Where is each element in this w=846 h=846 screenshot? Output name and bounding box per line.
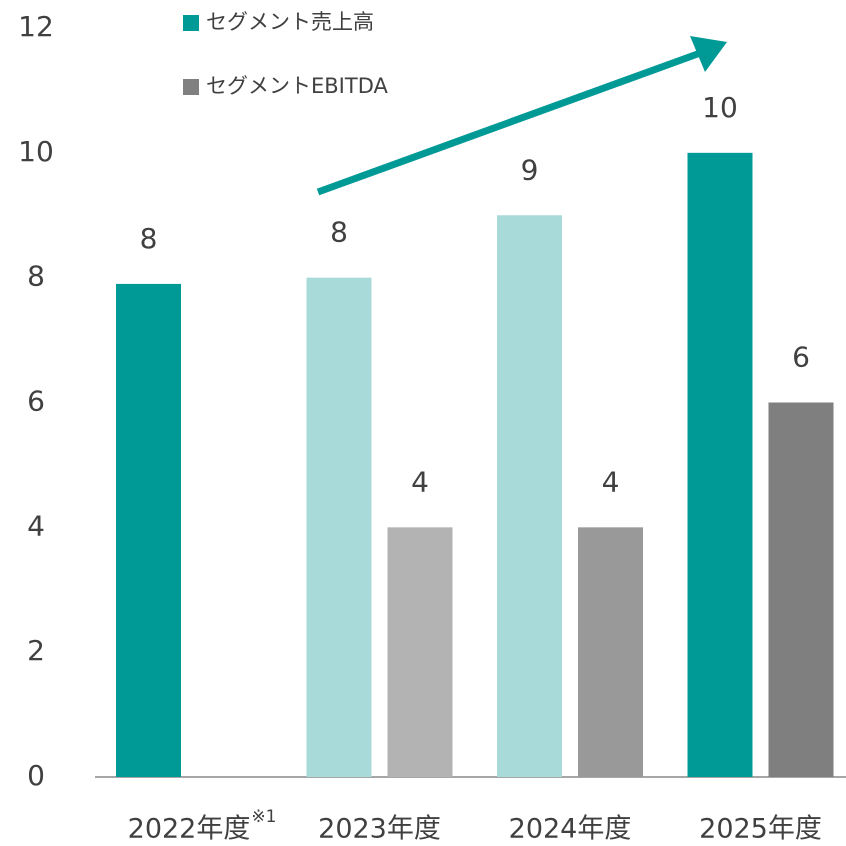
- y-tick-label: 12: [18, 10, 54, 43]
- y-tick-label: 8: [27, 260, 45, 293]
- y-tick-label: 10: [18, 135, 54, 168]
- legend-swatch: [183, 79, 199, 95]
- y-tick-label: 6: [27, 385, 45, 418]
- arrow-shaft: [316, 48, 705, 196]
- bar: [578, 527, 643, 777]
- bar: [687, 152, 753, 778]
- y-tick-label: 2: [27, 634, 45, 667]
- bar: [116, 283, 181, 777]
- legend-label: セグメントEBITDA: [206, 74, 388, 98]
- category-superscript: ※1: [251, 807, 276, 827]
- x-tick-label: 2025年度: [699, 814, 822, 845]
- y-tick-label: 0: [27, 759, 45, 792]
- value-label: 4: [411, 465, 429, 498]
- arrow-head: [690, 36, 727, 72]
- legend-label: セグメント売上高: [206, 10, 374, 34]
- bar: [497, 215, 562, 777]
- bar: [306, 277, 372, 777]
- value-label: 8: [140, 222, 158, 255]
- value-label: 6: [792, 341, 810, 374]
- x-tick-label: 2022年度: [128, 814, 251, 845]
- value-label: 8: [330, 216, 348, 249]
- trend-arrow: [316, 36, 727, 196]
- x-tick-label: 2023年度: [318, 814, 441, 845]
- y-tick-label: 4: [27, 509, 45, 542]
- legend-swatch: [183, 15, 199, 31]
- value-label: 4: [602, 465, 620, 498]
- x-tick-label: 2024年度: [509, 814, 632, 845]
- bar: [768, 402, 834, 777]
- value-label: 10: [702, 91, 738, 124]
- bar: [387, 527, 453, 777]
- value-label: 9: [521, 153, 539, 186]
